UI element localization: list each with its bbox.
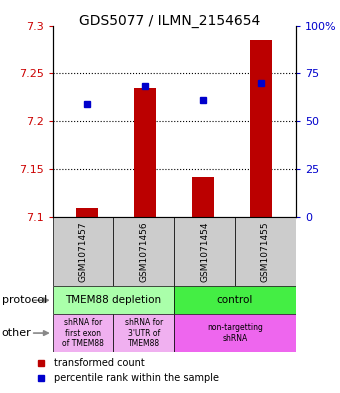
Text: non-targetting
shRNA: non-targetting shRNA xyxy=(207,323,263,343)
Bar xyxy=(114,217,174,286)
Text: shRNA for
first exon
of TMEM88: shRNA for first exon of TMEM88 xyxy=(62,318,104,348)
Bar xyxy=(76,208,98,217)
Bar xyxy=(250,40,272,217)
Bar xyxy=(134,88,156,217)
Bar xyxy=(53,217,114,286)
Bar xyxy=(235,217,296,286)
Text: protocol: protocol xyxy=(2,295,47,305)
Bar xyxy=(174,286,296,314)
Bar xyxy=(114,314,174,352)
Text: control: control xyxy=(217,295,253,305)
Text: shRNA for
3'UTR of
TMEM88: shRNA for 3'UTR of TMEM88 xyxy=(125,318,163,348)
Bar xyxy=(53,314,114,352)
Text: GSM1071454: GSM1071454 xyxy=(200,222,209,282)
Text: other: other xyxy=(2,328,31,338)
Text: TMEM88 depletion: TMEM88 depletion xyxy=(65,295,162,305)
Text: GSM1071456: GSM1071456 xyxy=(139,221,148,282)
Text: transformed count: transformed count xyxy=(54,358,144,368)
Bar xyxy=(174,217,235,286)
Text: GDS5077 / ILMN_2154654: GDS5077 / ILMN_2154654 xyxy=(79,14,261,28)
Bar xyxy=(53,286,174,314)
Bar xyxy=(192,177,214,217)
Text: GSM1071455: GSM1071455 xyxy=(261,221,270,282)
Text: percentile rank within the sample: percentile rank within the sample xyxy=(54,373,219,383)
Bar xyxy=(174,314,296,352)
Text: GSM1071457: GSM1071457 xyxy=(79,221,88,282)
